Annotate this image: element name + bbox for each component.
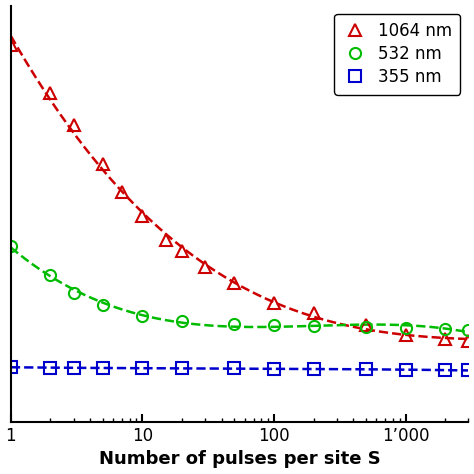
355 nm bbox=[232, 365, 237, 371]
1064 nm bbox=[8, 42, 14, 48]
Line: 532 nm: 532 nm bbox=[5, 240, 474, 336]
355 nm bbox=[48, 365, 54, 371]
1064 nm bbox=[465, 338, 471, 344]
1064 nm bbox=[119, 189, 125, 195]
355 nm bbox=[363, 366, 369, 372]
355 nm bbox=[311, 366, 317, 372]
1064 nm bbox=[163, 237, 168, 242]
1064 nm bbox=[311, 310, 317, 316]
532 nm bbox=[48, 273, 54, 278]
532 nm bbox=[71, 290, 76, 296]
355 nm bbox=[100, 365, 106, 371]
X-axis label: Number of pulses per site S: Number of pulses per site S bbox=[99, 450, 381, 468]
1064 nm bbox=[363, 322, 369, 328]
355 nm bbox=[271, 366, 277, 372]
532 nm bbox=[8, 243, 14, 248]
355 nm bbox=[403, 367, 409, 373]
1064 nm bbox=[442, 336, 448, 342]
532 nm bbox=[179, 318, 185, 324]
355 nm bbox=[179, 365, 185, 371]
1064 nm bbox=[202, 264, 208, 270]
532 nm bbox=[363, 324, 369, 330]
532 nm bbox=[442, 326, 448, 332]
532 nm bbox=[100, 302, 106, 308]
1064 nm bbox=[71, 122, 76, 128]
355 nm bbox=[442, 367, 448, 373]
355 nm bbox=[140, 365, 146, 371]
355 nm bbox=[465, 368, 471, 374]
Legend: 1064 nm, 532 nm, 355 nm: 1064 nm, 532 nm, 355 nm bbox=[334, 14, 460, 94]
355 nm bbox=[8, 365, 14, 370]
1064 nm bbox=[271, 300, 277, 306]
1064 nm bbox=[48, 90, 54, 96]
1064 nm bbox=[140, 213, 146, 219]
532 nm bbox=[311, 323, 317, 329]
1064 nm bbox=[100, 161, 106, 167]
1064 nm bbox=[179, 249, 185, 255]
355 nm bbox=[71, 365, 76, 371]
532 nm bbox=[232, 321, 237, 327]
1064 nm bbox=[232, 280, 237, 286]
532 nm bbox=[271, 322, 277, 328]
532 nm bbox=[403, 325, 409, 330]
Line: 355 nm: 355 nm bbox=[5, 362, 474, 376]
Line: 1064 nm: 1064 nm bbox=[5, 40, 474, 346]
1064 nm bbox=[403, 332, 409, 337]
532 nm bbox=[465, 327, 471, 333]
532 nm bbox=[140, 313, 146, 319]
